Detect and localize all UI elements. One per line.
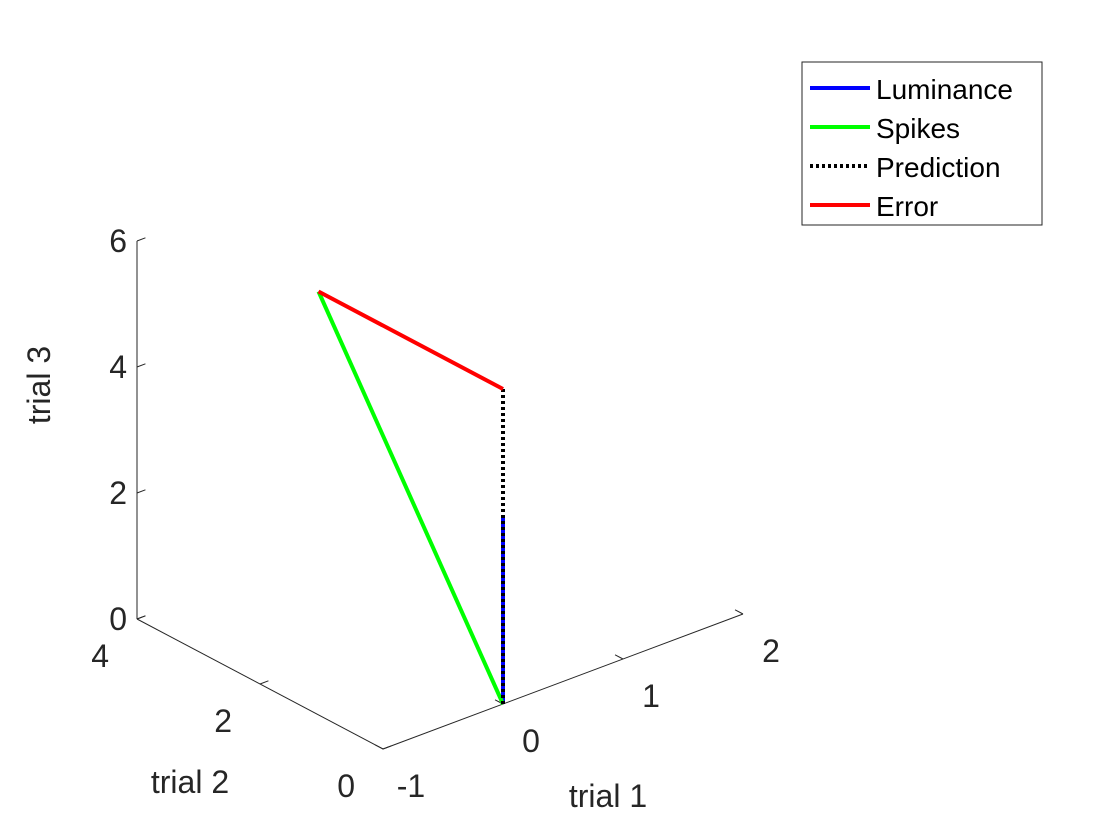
x-tick bbox=[734, 609, 744, 615]
legend: Luminance Spikes Prediction Error bbox=[801, 61, 1043, 226]
chart-series bbox=[316, 289, 505, 705]
z-tick-label: 6 bbox=[109, 223, 127, 259]
series-line-spikes bbox=[316, 290, 505, 705]
y-tick-label: 4 bbox=[91, 638, 109, 674]
y-tick bbox=[259, 680, 269, 685]
x-tick bbox=[374, 744, 384, 750]
x-tick-label: 1 bbox=[642, 678, 660, 714]
z-tick-label: 0 bbox=[109, 601, 127, 637]
y-tick-label: 0 bbox=[337, 768, 355, 804]
y-tick-label: 2 bbox=[214, 703, 232, 739]
z-tick bbox=[136, 615, 146, 620]
x-tick bbox=[614, 654, 624, 660]
x-axis-label: trial 1 bbox=[569, 778, 647, 814]
legend-label: Luminance bbox=[876, 74, 1013, 105]
x-axis-line bbox=[382, 613, 744, 750]
chart-labels: trial 1 trial 2 trial 3 bbox=[21, 346, 647, 814]
legend-label: Prediction bbox=[876, 152, 1001, 183]
z-axis-label: trial 3 bbox=[21, 346, 57, 424]
x-tick-label: 2 bbox=[762, 633, 780, 669]
z-tick-label: 2 bbox=[109, 475, 127, 511]
series-line-error bbox=[317, 289, 504, 391]
z-tick-label: 4 bbox=[109, 349, 127, 385]
z-tick bbox=[136, 489, 146, 494]
x-tick-label: -1 bbox=[397, 768, 425, 804]
legend-label: Error bbox=[876, 191, 938, 222]
legend-label: Spikes bbox=[876, 113, 960, 144]
y-axis-label: trial 2 bbox=[151, 764, 229, 800]
x-tick-label: 0 bbox=[522, 723, 540, 759]
z-tick bbox=[136, 363, 146, 368]
y-tick bbox=[382, 745, 392, 750]
z-tick bbox=[136, 237, 146, 242]
